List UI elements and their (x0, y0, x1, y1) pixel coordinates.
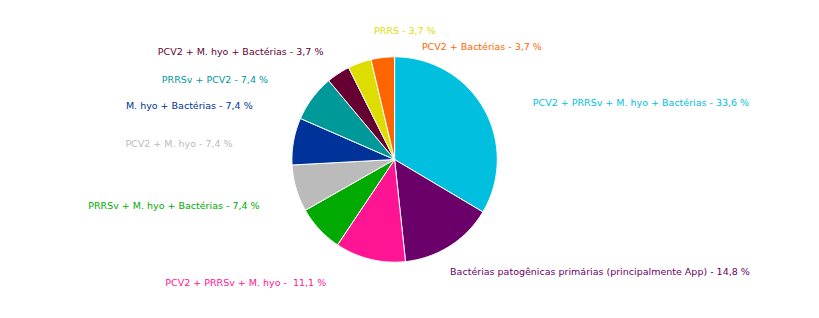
svg-text:PCV2 + M. hyo + Bactérias - 3,: PCV2 + M. hyo + Bactérias - 3,7 % (158, 46, 324, 57)
svg-text:PCV2 + Bactérias - 3,7 %: PCV2 + Bactérias - 3,7 % (422, 41, 542, 52)
svg-text:PRRSv + M. hyo + Bactérias - 7: PRRSv + M. hyo + Bactérias - 7,4 % (88, 200, 259, 211)
svg-text:Bactérias patogênicas primária: Bactérias patogênicas primárias (princip… (450, 266, 750, 277)
svg-text:PCV2 + PRRSv + M. hyo + Bactér: PCV2 + PRRSv + M. hyo + Bactérias - 33,6… (533, 97, 749, 108)
svg-text:PCV2 + PRRSv + M. hyo - 11,1: PCV2 + PRRSv + M. hyo - 11,1 % (165, 277, 326, 288)
svg-text:M. hyo + Bactérias - 7,4 %: M. hyo + Bactérias - 7,4 % (126, 100, 253, 111)
svg-text:PCV2 + M. hyo - 7,4 %: PCV2 + M. hyo - 7,4 % (125, 138, 232, 149)
svg-text:PRRSv + PCV2 - 7,4 %: PRRSv + PCV2 - 7,4 % (162, 74, 268, 85)
svg-text:PRRS - 3,7 %: PRRS - 3,7 % (374, 25, 436, 36)
